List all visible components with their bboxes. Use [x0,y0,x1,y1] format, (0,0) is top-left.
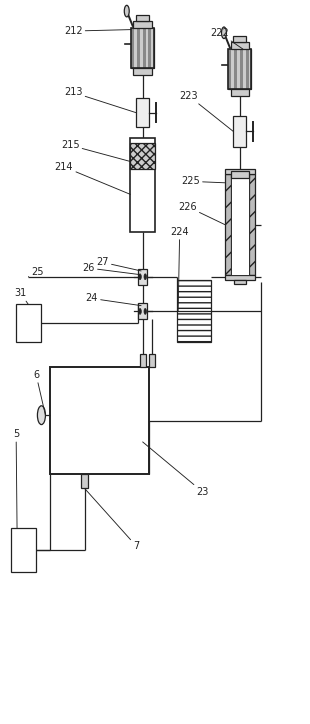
Text: 23: 23 [143,442,209,497]
Bar [133,21,152,28]
Bar [233,36,246,42]
Bar [130,143,155,169]
Text: 226: 226 [178,202,225,224]
Circle shape [139,274,141,279]
Bar [231,49,234,89]
Bar [136,98,149,127]
Bar [228,49,251,89]
Text: 213: 213 [64,88,136,113]
Bar [249,174,255,275]
Bar [134,28,137,67]
Bar [146,28,148,67]
Bar [130,138,155,232]
Bar [231,42,249,49]
Bar [228,49,231,89]
Text: 26: 26 [82,263,140,274]
Text: 222: 222 [210,28,243,49]
Text: 214: 214 [55,162,130,194]
Bar [246,49,249,89]
Bar [243,49,246,89]
Circle shape [139,308,141,314]
Bar [148,28,151,67]
Bar [138,269,147,285]
Bar [225,275,255,280]
Bar [240,49,243,89]
Text: 225: 225 [181,177,225,186]
Bar [16,304,41,342]
Bar [233,117,246,147]
Circle shape [124,5,129,17]
Bar [234,280,246,285]
Circle shape [144,274,147,279]
Bar [228,49,251,89]
Bar [149,354,155,367]
Bar [131,28,134,67]
Text: 24: 24 [86,293,141,306]
Bar [249,49,251,89]
Bar [225,174,231,275]
Circle shape [222,27,226,38]
Text: 6: 6 [33,370,46,415]
Bar [231,171,249,177]
Text: 224: 224 [170,227,189,311]
Circle shape [38,405,46,424]
Bar [131,28,154,67]
Bar [140,354,146,367]
Bar [138,303,147,319]
Circle shape [144,308,147,314]
Bar [231,174,249,275]
Text: 5: 5 [13,429,19,529]
Bar [136,14,149,21]
Text: 223: 223 [179,91,233,132]
Bar [177,280,210,342]
Bar [137,28,140,67]
Bar [133,67,152,75]
Bar [231,89,249,96]
Bar [81,474,88,489]
Text: 27: 27 [96,257,141,271]
Bar [143,28,146,67]
Text: 25: 25 [29,266,44,277]
Bar [131,28,154,67]
Bar [140,28,143,67]
Bar [237,49,240,89]
Bar [225,169,255,174]
Bar [11,529,36,571]
Bar [234,49,237,89]
Bar [151,28,154,67]
Text: 212: 212 [64,26,131,36]
Text: 31: 31 [15,288,28,304]
Text: 7: 7 [85,489,140,551]
Text: 215: 215 [61,140,130,161]
Bar [50,367,149,474]
